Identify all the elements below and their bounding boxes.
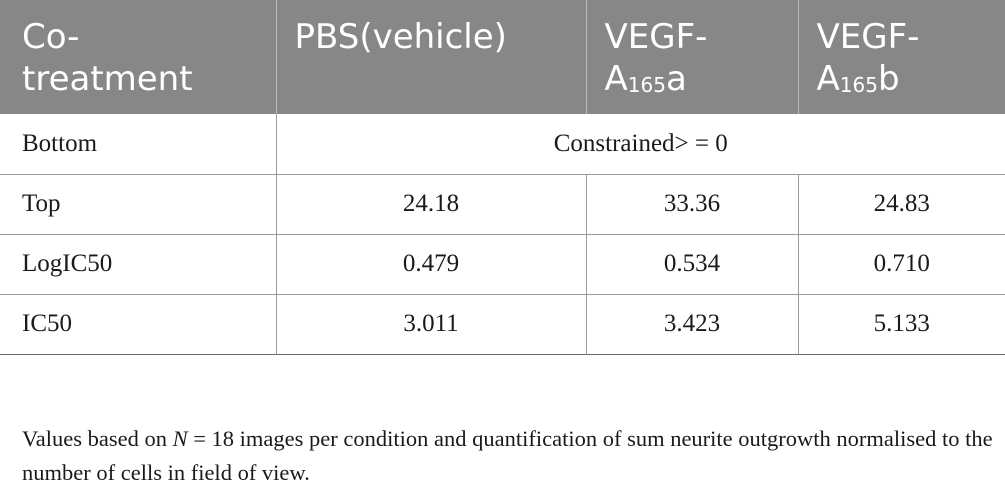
header-line: VEGF- <box>604 17 708 57</box>
header-vegf-a165b: VEGF- A165b <box>797 0 1005 114</box>
table-row-logic50: LogIC50 0.479 0.534 0.710 <box>0 234 1005 295</box>
header-base: A <box>604 59 628 99</box>
header-subscript: 165 <box>627 73 666 97</box>
table-footnote: Values based on N = 18 images per condit… <box>22 422 997 490</box>
header-line: PBS(vehicle) <box>294 17 507 57</box>
header-suffix: a <box>665 59 687 99</box>
header-co-treatment: Co-treatment <box>0 0 276 114</box>
table-cell: 33.36 <box>585 174 798 235</box>
table-cell: 24.83 <box>797 174 1005 235</box>
table-cell: 0.710 <box>797 234 1005 295</box>
header-line: Co- <box>22 17 80 57</box>
table-row-ic50: IC50 3.011 3.423 5.133 <box>0 294 1005 355</box>
row-label: LogIC50 <box>0 234 276 295</box>
table-cell: 5.133 <box>797 294 1005 355</box>
header-suffix: b <box>877 59 900 99</box>
footnote-italic-n: N <box>172 426 188 451</box>
row-label: IC50 <box>0 294 276 355</box>
header-subscript: 165 <box>839 73 878 97</box>
results-table: Co-treatment PBS(vehicle) VEGF- A165a VEG… <box>0 0 1005 355</box>
table-cell: 0.479 <box>275 234 586 295</box>
footnote-text: = 18 images per condition and quantifica… <box>22 426 993 485</box>
table-cell-merged: Constrained> = 0 <box>275 114 1005 175</box>
table-cell: 0.534 <box>585 234 798 295</box>
table-row-top: Top 24.18 33.36 24.83 <box>0 174 1005 235</box>
table-cell: 3.423 <box>585 294 798 355</box>
header-pbs-vehicle: PBS(vehicle) <box>275 0 586 114</box>
table-row-bottom: Bottom Constrained> = 0 <box>0 114 1005 175</box>
footnote-text: Values based on <box>22 426 173 451</box>
header-line: treatment <box>22 59 193 99</box>
header-line: VEGF- <box>816 17 920 57</box>
row-label: Bottom <box>0 114 276 175</box>
table-cell: 3.011 <box>275 294 586 355</box>
header-vegf-a165a: VEGF- A165a <box>585 0 798 114</box>
header-row: Co-treatment PBS(vehicle) VEGF- A165a VEG… <box>0 0 1005 114</box>
header-base: A <box>816 59 840 99</box>
row-label: Top <box>0 174 276 235</box>
table-cell: 24.18 <box>275 174 586 235</box>
